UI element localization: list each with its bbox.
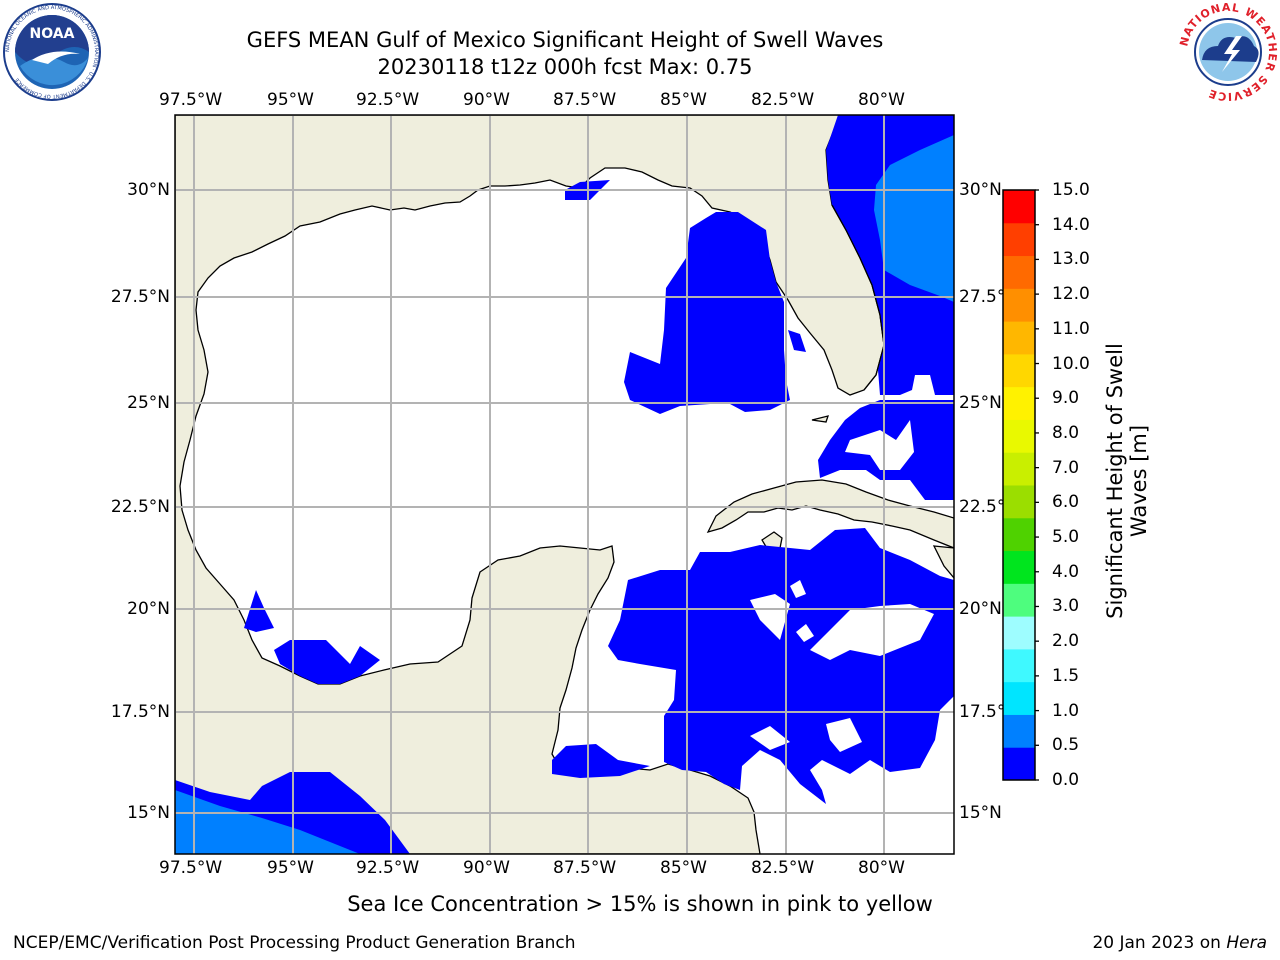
lon-label-top: 92.5°W [356,90,420,110]
lon-label-top: 87.5°W [553,90,617,110]
colorbar-label-line2: Waves [m] [1127,424,1151,538]
colorbar-segment [1003,190,1035,224]
colorbar-tick-label: 4.0 [1052,561,1080,582]
lat-label-left: 27.5°N [110,287,170,307]
colorbar-tick-label: 1.5 [1052,665,1080,686]
colorbar-segment [1003,288,1035,322]
lat-label-left: 17.5°N [110,702,170,722]
colorbar-tick-label: 12.0 [1052,284,1090,305]
nws-logo: NATIONAL WEATHER SERVICE [1178,2,1278,102]
lat-label-right: 15°N [959,803,1002,823]
lon-label-bottom: 92.5°W [356,858,420,878]
colorbar-segment [1003,452,1035,486]
colorbar-tick-label: 6.0 [1052,492,1080,513]
lat-label-right: 30°N [959,180,1002,200]
colorbar-segment [1003,550,1035,584]
map-gridlines [175,115,954,854]
colorbar-segment [1003,583,1035,617]
lon-label-bottom: 90°W [463,858,510,878]
coastline-florida-east [831,204,885,391]
colorbar-segment [1003,648,1035,683]
colorbar-tick-label: 9.0 [1052,388,1080,409]
footer-date-text: 20 Jan 2023 on [1092,933,1227,953]
colorbar-tick-label: 10.0 [1052,353,1090,374]
lon-label-top: 90°W [463,90,510,110]
colorbar-tick-label: 5.0 [1052,527,1080,548]
colorbar-segment [1003,681,1035,715]
map-subtitle-run: 20230118 t12z 000h fcst Max: 0.75 [377,55,753,79]
colorbar-segment [1003,255,1035,289]
colorbar-tick-label: 13.0 [1052,249,1090,270]
lat-label-left: 22.5°N [110,497,170,517]
colorbar [1002,189,1039,781]
colorbar-tick-label: 7.0 [1052,457,1080,478]
lon-label-bottom: 87.5°W [553,858,617,878]
lon-label-top: 82.5°W [751,90,815,110]
lon-label-top: 80°W [858,90,905,110]
footer-date: 20 Jan 2023 on Hera [1092,933,1267,953]
lon-label-bottom: 82.5°W [751,858,815,878]
footer-credit: NCEP/EMC/Verification Post Processing Pr… [13,933,576,953]
colorbar-tick-label: 15.0 [1052,180,1090,200]
colorbar-label-line1: Significant Height of Swell [1103,343,1127,619]
lat-label-right: 20°N [959,599,1002,619]
lat-label-left: 25°N [127,393,170,413]
lon-label-top: 95°W [267,90,314,110]
colorbar-tick-label: 3.0 [1052,596,1080,617]
colorbar-segment [1003,353,1035,388]
lat-label-left: 20°N [127,599,170,619]
map-frame [174,114,955,855]
colorbar-tick-label: 0.0 [1052,770,1080,790]
colorbar-segment [1003,321,1035,355]
swell-gaps [750,420,934,752]
noaa-logo-text: NOAA [30,26,75,42]
land-hispaniola [932,545,954,580]
colorbar-segment [1003,419,1035,453]
lat-label-left: 15°N [127,803,170,823]
colorbar-segment [1003,485,1035,519]
land-cuba [706,479,954,549]
colorbar-segment [1003,386,1035,420]
colorbar-tick-label: 0.5 [1052,735,1080,756]
lon-label-top: 85°W [660,90,707,110]
colorbar-segment [1003,714,1035,748]
colorbar-tick-label: 14.0 [1052,214,1090,235]
colorbar-tick-label: 1.0 [1052,700,1080,721]
footer-host: Hera [1226,933,1267,953]
sea-ice-note: Sea Ice Concentration > 15% is shown in … [347,892,933,916]
lon-label-bottom: 95°W [267,858,314,878]
colorbar-segment [1003,222,1035,257]
map-title: GEFS MEAN Gulf of Mexico Significant Hei… [246,28,884,52]
colorbar-segment [1003,517,1035,552]
lon-label-bottom: 97.5°W [159,858,223,878]
colorbar-segment [1003,747,1035,781]
lon-label-top: 97.5°W [159,90,223,110]
colorbar-tick-label: 2.0 [1052,631,1080,652]
lat-label-left: 30°N [127,180,170,200]
lon-label-bottom: 85°W [660,858,707,878]
lat-label-right: 25°N [959,393,1002,413]
lon-label-bottom: 80°W [858,858,905,878]
colorbar-segment [1003,616,1035,650]
colorbar-tick-label: 11.0 [1052,318,1090,339]
noaa-logo: NOAA NATIONAL OCEANIC AND ATMOSPHERIC AD… [3,3,101,101]
swell-shading-0.5-1.0 [175,135,954,854]
colorbar-tick-label: 8.0 [1052,422,1080,443]
